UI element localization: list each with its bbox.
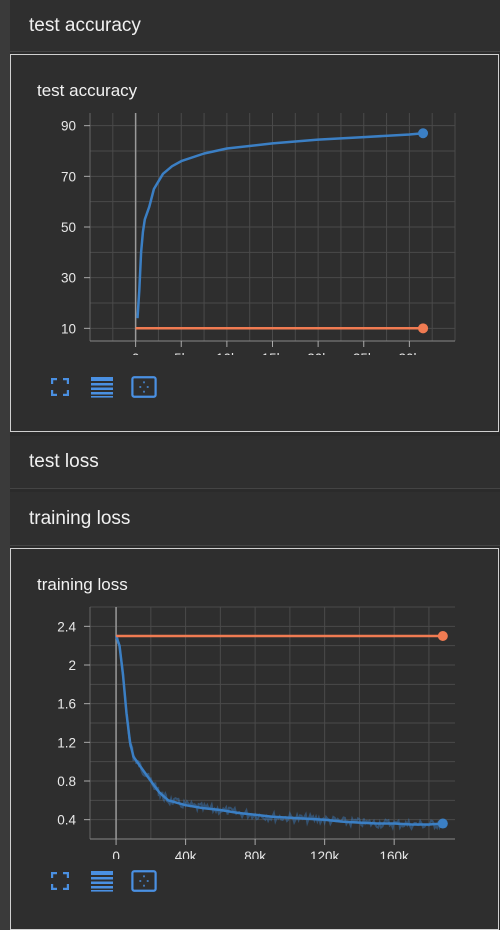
series-line-0 xyxy=(114,635,443,826)
fit-to-data-icon[interactable] xyxy=(47,375,73,399)
section-title: test accuracy xyxy=(29,14,141,36)
data-table-icon[interactable] xyxy=(89,375,115,399)
x-tick-label: 0 xyxy=(112,849,120,859)
section-header-training-loss[interactable]: training loss xyxy=(10,492,500,546)
x-tick-label: 25k xyxy=(353,351,375,355)
y-tick-label: 2 xyxy=(68,658,76,673)
x-tick-label: 40k xyxy=(175,849,197,859)
series-line-0 xyxy=(136,132,424,319)
chart-title: training loss xyxy=(37,575,128,594)
x-tick-label: 15k xyxy=(262,351,284,355)
x-tick-label: 160k xyxy=(380,849,410,859)
x-tick-label: 120k xyxy=(310,849,340,859)
section-header-test-loss[interactable]: test loss xyxy=(10,436,500,489)
y-tick-label: 0.4 xyxy=(57,813,76,828)
fit-to-data-icon[interactable] xyxy=(47,869,73,893)
y-tick-label: 2.4 xyxy=(57,619,76,634)
left-edge xyxy=(0,0,10,930)
training-loss-chart[interactable]: 0.4 0.8 1.2 1.6 2 2.4 0 40k 80k 120k 160k xyxy=(11,549,500,859)
x-tick-label: 5k xyxy=(174,351,189,355)
toggle-y-axis-icon[interactable] xyxy=(131,375,157,399)
x-tick-label: 20k xyxy=(307,351,329,355)
chart-card-test-accuracy: test accuracy 10 30 50 70 90 0 5k 10k 15k 20k 25k 3… xyxy=(10,54,499,432)
series-end-point-1 xyxy=(418,323,429,334)
chart-title: test accuracy xyxy=(37,81,138,100)
section-title: test loss xyxy=(29,451,99,472)
section-title: training loss xyxy=(29,507,131,529)
y-tick-label: 50 xyxy=(61,220,76,235)
x-tick-label: 30k xyxy=(398,351,420,355)
x-tick-label: 10k xyxy=(216,351,238,355)
x-tick-label: 80k xyxy=(244,849,266,859)
series-end-point-1 xyxy=(437,631,448,641)
series-end-point-0 xyxy=(418,128,429,139)
y-tick-label: 90 xyxy=(61,119,76,134)
toggle-y-axis-icon[interactable] xyxy=(131,869,157,893)
section-header-test-accuracy[interactable]: test accuracy xyxy=(10,0,500,52)
test-accuracy-chart[interactable]: 10 30 50 70 90 0 5k 10k 15k 20k 25k 30k xyxy=(11,55,500,355)
data-table-icon[interactable] xyxy=(89,869,115,893)
y-tick-label: 1.2 xyxy=(57,735,76,750)
y-tick-label: 70 xyxy=(61,169,76,184)
y-tick-label: 1.6 xyxy=(57,697,76,712)
chart-toolbar xyxy=(47,375,157,399)
y-tick-label: 30 xyxy=(61,271,76,286)
chart-card-training-loss: training loss 0.4 0.8 1.2 1.6 2 2.4 0 40k 80k 120… xyxy=(10,548,499,930)
y-tick-label: 10 xyxy=(61,321,76,336)
y-tick-label: 0.8 xyxy=(57,774,76,789)
x-tick-label: 0 xyxy=(132,351,140,355)
chart-toolbar xyxy=(47,869,157,893)
series-end-point-0 xyxy=(437,818,448,829)
